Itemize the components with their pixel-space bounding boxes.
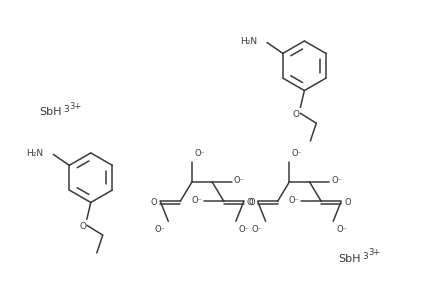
Text: O⁻: O⁻ — [239, 225, 250, 234]
Text: O⁻: O⁻ — [331, 176, 342, 185]
Text: SbH: SbH — [39, 107, 61, 117]
Text: O⁻: O⁻ — [291, 149, 302, 158]
Text: 3+: 3+ — [69, 102, 81, 111]
Text: SbH: SbH — [338, 254, 361, 264]
Text: O: O — [248, 198, 255, 207]
Text: O: O — [344, 198, 351, 207]
Text: O⁻: O⁻ — [252, 225, 262, 234]
Text: O⁻: O⁻ — [336, 225, 347, 234]
Text: O: O — [151, 198, 157, 207]
Text: O⁻: O⁻ — [288, 196, 299, 205]
Text: O: O — [247, 198, 254, 207]
Text: 3: 3 — [362, 252, 368, 261]
Text: H₂N: H₂N — [26, 149, 44, 158]
Text: O⁻: O⁻ — [154, 225, 165, 234]
Text: O⁻: O⁻ — [191, 196, 202, 205]
Text: O: O — [79, 222, 86, 231]
Text: O⁻: O⁻ — [194, 149, 205, 158]
Text: O⁻: O⁻ — [234, 176, 245, 185]
Text: O: O — [293, 110, 300, 119]
Text: H₂N: H₂N — [240, 37, 257, 46]
Text: 3+: 3+ — [368, 248, 380, 258]
Text: 3: 3 — [63, 105, 69, 114]
